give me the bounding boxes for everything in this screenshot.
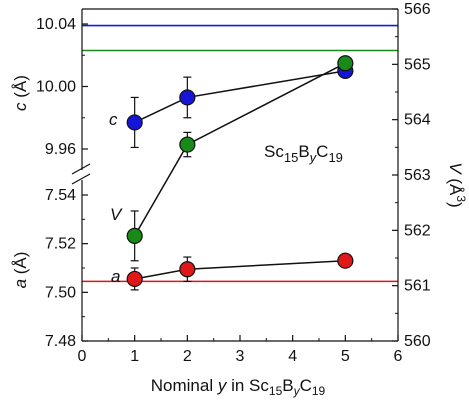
c-tick-label-10.00: 10.00	[36, 79, 76, 96]
data-point-V-2	[179, 136, 196, 153]
series-V	[126, 55, 354, 262]
v-tick-label-560: 560	[404, 333, 431, 350]
data-point-a-1	[126, 270, 143, 288]
x-tick-label-6: 6	[394, 348, 403, 365]
v-tick-label-563: 563	[404, 167, 431, 184]
axis-ticks: 0 1 2 3 4 5 6 10.04 10.00 9.96 7.54 7.52 7.50 7.48 566…	[36, 1, 431, 365]
v-tick-label-564: 564	[404, 112, 431, 129]
a-tick-label-7.50: 7.50	[45, 284, 76, 301]
compound-annotation: Sc15ByC19	[264, 142, 343, 165]
c-tick-label-10.04: 10.04	[36, 16, 76, 33]
data-point-a-5	[337, 252, 354, 269]
data-series	[126, 55, 354, 291]
series-line-a	[134, 259, 346, 280]
c-tick-label-9.96: 9.96	[45, 141, 76, 158]
a-tick-label-7.52: 7.52	[45, 236, 76, 253]
v-tick-label-562: 562	[404, 222, 431, 239]
data-point-V-5	[337, 55, 354, 72]
v-tick-label-561: 561	[404, 278, 431, 295]
a-tick-label-7.48: 7.48	[45, 333, 76, 350]
x-tick-label-0: 0	[78, 348, 87, 365]
series-line-c	[134, 70, 346, 124]
a-tick-label-7.54: 7.54	[45, 187, 76, 204]
data-point-c-1	[126, 114, 143, 131]
x-tick-label-2: 2	[183, 348, 192, 365]
data-point-a-2	[179, 261, 196, 278]
v-tick-label-566: 566	[404, 1, 431, 18]
x-axis-title: Nominal y in Sc15ByC19	[151, 376, 326, 398]
v-tick-label-565: 565	[404, 56, 431, 73]
x-tick-label-5: 5	[341, 348, 350, 365]
left-axis-upper-title: c (Å)	[11, 75, 30, 111]
series-label-a: a	[111, 267, 120, 286]
x-tick-label-1: 1	[130, 348, 139, 365]
x-tick-label-4: 4	[288, 348, 297, 365]
left-axis-lower-title: a (Å)	[11, 252, 30, 289]
axis-break-mark-1	[71, 163, 91, 175]
right-axis-title: V (Å3)	[446, 162, 468, 207]
x-tick-label-3: 3	[236, 348, 245, 365]
series-label-c: c	[109, 110, 118, 129]
series-label-V: V	[110, 205, 123, 224]
data-point-c-2	[179, 89, 196, 106]
data-point-V-1	[126, 227, 143, 244]
axis-break-mark-2	[71, 173, 91, 185]
series-a	[126, 252, 354, 291]
